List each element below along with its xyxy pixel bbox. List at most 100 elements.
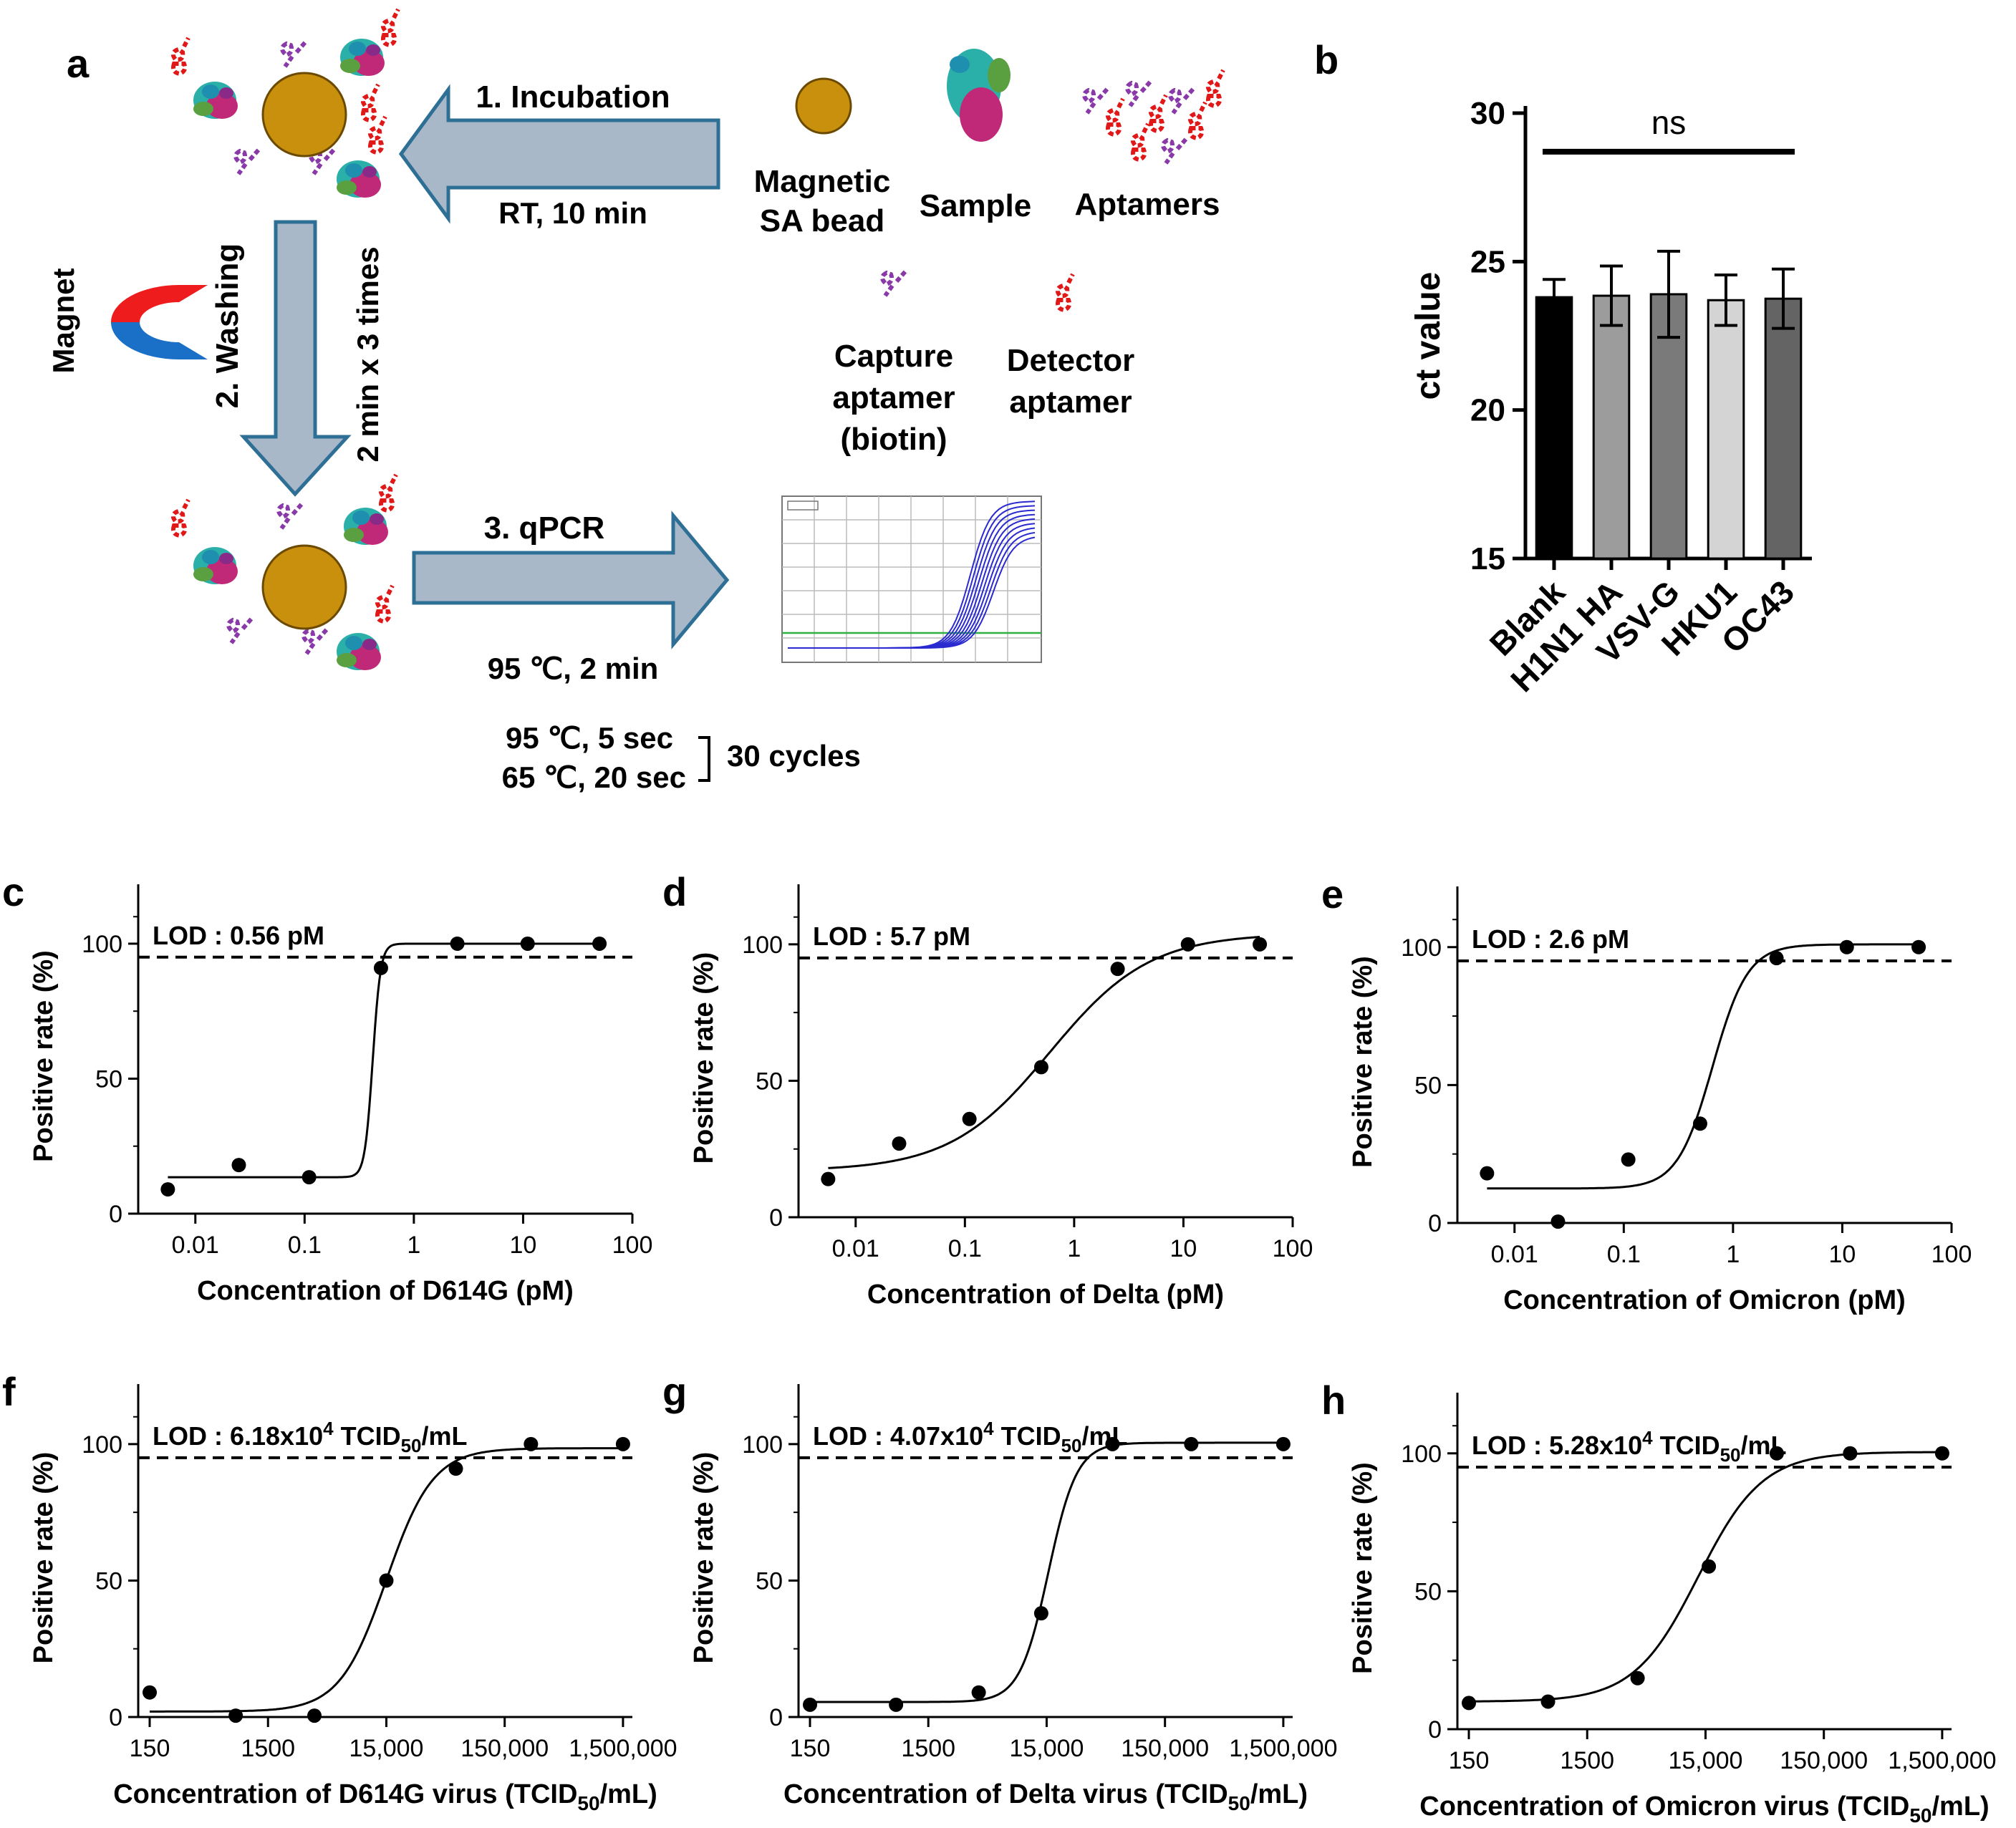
data-point bbox=[1621, 1152, 1636, 1167]
incubation-arrow bbox=[398, 84, 720, 224]
detector-label-2: aptamer bbox=[1009, 385, 1132, 420]
x-tick-label: 100 bbox=[1273, 1235, 1313, 1262]
x-tick-label: 1,500,000 bbox=[569, 1735, 677, 1762]
data-point bbox=[821, 1171, 836, 1186]
data-point bbox=[1911, 939, 1926, 954]
bead-label-1: Magnetic bbox=[754, 164, 891, 199]
x-axis-title: Concentration of D614G (pM) bbox=[197, 1276, 574, 1306]
y-tick-label: 0 bbox=[109, 1201, 122, 1228]
y-axis-title: Positive rate (%) bbox=[29, 1452, 59, 1664]
y-tick-label: 100 bbox=[742, 932, 783, 959]
step3-cond2: 95 ℃, 5 sec bbox=[506, 721, 673, 755]
bead-complex-bottom bbox=[173, 475, 396, 670]
data-point bbox=[962, 1111, 977, 1126]
step1-title: 1. Incubation bbox=[476, 79, 670, 115]
data-point bbox=[892, 1136, 907, 1151]
y-tick-label: 50 bbox=[756, 1567, 783, 1595]
x-tick-label: 15,000 bbox=[1009, 1735, 1084, 1762]
capture-label-2: aptamer bbox=[832, 380, 955, 415]
panel-label-h: h bbox=[1321, 1378, 1346, 1423]
x-tick-label: 1 bbox=[407, 1232, 420, 1259]
y-tick-label: 20 bbox=[1470, 393, 1505, 428]
aptamers-label: Aptamers bbox=[1075, 187, 1220, 222]
data-point bbox=[803, 1697, 818, 1712]
y-axis-title: Positive rate (%) bbox=[29, 950, 59, 1162]
data-point bbox=[1110, 962, 1125, 977]
chart-e: e 0 50 100 0.01 0.1 1 10 100 Positive rate (%) Con… bbox=[1321, 871, 1972, 1315]
y-tick-label: 30 bbox=[1470, 96, 1505, 131]
y-tick-label: 50 bbox=[756, 1068, 783, 1095]
step2-condition: 2 min x 3 times bbox=[351, 246, 385, 462]
step3-cycles: 30 cycles bbox=[727, 739, 861, 773]
x-tick-label: 1500 bbox=[241, 1735, 295, 1762]
panel-a: a 1. I bbox=[47, 9, 1223, 794]
x-tick-label: 10 bbox=[510, 1232, 537, 1259]
fit-curve bbox=[1469, 1451, 1942, 1703]
y-axis-title: ct value bbox=[1409, 272, 1447, 400]
lod-label: LOD : 2.6 pM bbox=[1472, 924, 1629, 954]
x-tick-label: 10 bbox=[1829, 1241, 1856, 1268]
x-tick-label: 1500 bbox=[1560, 1747, 1614, 1774]
y-tick-label: 50 bbox=[1414, 1578, 1442, 1605]
data-point bbox=[1253, 937, 1268, 952]
data-point bbox=[143, 1685, 158, 1700]
x-tick-label: 150 bbox=[1449, 1747, 1490, 1774]
spike-protein-icon bbox=[947, 49, 1011, 142]
fit-curve bbox=[1487, 943, 1919, 1190]
significance-label: ns bbox=[1651, 104, 1687, 141]
data-point bbox=[1702, 1559, 1717, 1574]
aptamer-cluster-icon bbox=[1084, 70, 1223, 163]
y-tick-label: 15 bbox=[1470, 541, 1505, 576]
fit-curve bbox=[828, 936, 1260, 1169]
data-point bbox=[450, 936, 465, 951]
step1-condition: RT, 10 min bbox=[498, 196, 647, 230]
data-point bbox=[1180, 937, 1195, 952]
magnetic-bead-icon bbox=[261, 544, 347, 630]
fit-curve bbox=[168, 942, 600, 1179]
panel-label-c: c bbox=[2, 869, 24, 914]
data-point bbox=[1184, 1436, 1199, 1451]
x-tick-label: 10 bbox=[1170, 1235, 1197, 1262]
y-tick-label: 50 bbox=[95, 1567, 122, 1595]
x-tick-label: 1 bbox=[1726, 1241, 1740, 1268]
panel-label-b: b bbox=[1314, 37, 1339, 82]
x-tick-label: 0.01 bbox=[832, 1235, 879, 1262]
data-point bbox=[1033, 1606, 1048, 1621]
y-tick-label: 25 bbox=[1470, 244, 1505, 279]
chart-d: d 0 50 100 0.01 0.1 1 10 100 Positive rate (%) Con… bbox=[662, 869, 1313, 1310]
x-tick-label: 100 bbox=[1931, 1241, 1972, 1268]
data-point bbox=[379, 1573, 394, 1588]
data-point bbox=[524, 1436, 539, 1451]
y-tick-label: 0 bbox=[1428, 1716, 1442, 1744]
detector-label-1: Detector bbox=[1007, 343, 1135, 378]
data-point bbox=[889, 1697, 904, 1712]
x-tick-label: 15,000 bbox=[349, 1735, 423, 1762]
sample-label: Sample bbox=[920, 188, 1032, 223]
panel-label-d: d bbox=[662, 869, 687, 914]
data-point bbox=[448, 1461, 463, 1476]
data-point bbox=[228, 1708, 243, 1723]
y-axis-title: Positive rate (%) bbox=[689, 1452, 719, 1664]
chart-g: g 0 50 100 150 1500 15,000 150,000 1,500,000 Posi… bbox=[662, 1369, 1338, 1814]
detector-aptamer-icon bbox=[1058, 274, 1073, 310]
data-point bbox=[1275, 1436, 1291, 1451]
data-point bbox=[1630, 1670, 1645, 1686]
data-point bbox=[1692, 1116, 1707, 1131]
magnet-label: Magnet bbox=[47, 268, 80, 373]
bead-label-2: SA bead bbox=[760, 203, 884, 238]
data-point bbox=[373, 960, 388, 975]
x-tick-label: 0.1 bbox=[1607, 1241, 1641, 1268]
data-point bbox=[1769, 951, 1784, 966]
y-tick-label: 100 bbox=[742, 1431, 783, 1459]
x-tick-label: 150,000 bbox=[1780, 1747, 1868, 1774]
lod-label: LOD : 5.28x104 TCID50/mL bbox=[1472, 1427, 1787, 1466]
data-point bbox=[1540, 1694, 1556, 1709]
magnetic-bead-icon bbox=[261, 72, 347, 158]
bead-complex-top bbox=[173, 9, 398, 198]
x-tick-label: 150 bbox=[130, 1735, 170, 1762]
data-point bbox=[1934, 1446, 1949, 1461]
data-point bbox=[1480, 1166, 1495, 1181]
y-tick-label: 100 bbox=[1401, 934, 1442, 962]
data-point bbox=[615, 1436, 630, 1451]
panel-label-e: e bbox=[1321, 871, 1344, 917]
